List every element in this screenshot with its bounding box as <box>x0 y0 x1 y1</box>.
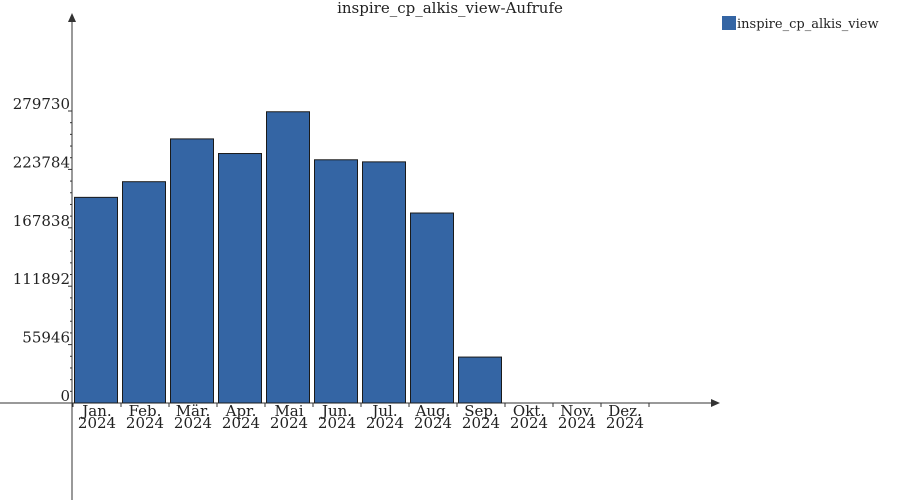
y-tick-label: 167838 <box>13 212 70 230</box>
y-tick-label: 111892 <box>13 270 70 288</box>
x-tick-label-year: 2024 <box>126 414 164 432</box>
bar-aug <box>410 212 454 404</box>
x-tick-label-year: 2024 <box>414 414 452 432</box>
y-ticks: 0 55946 111892 167838 223784 279730 <box>13 95 72 405</box>
x-tick-label-year: 2024 <box>510 414 548 432</box>
bar-jan <box>74 196 118 404</box>
x-tick-label-month: Jan. <box>80 402 111 420</box>
legend-swatch <box>722 16 736 30</box>
y-tick-label: 223784 <box>13 153 70 171</box>
bar-apr <box>218 153 262 404</box>
x-tick-label-month: Jul. <box>370 402 397 420</box>
x-axis-arrow <box>711 399 720 407</box>
chart-title: inspire_cp_alkis_view-Aufrufe <box>337 0 563 17</box>
x-tick-label-month: Dez. <box>608 402 642 420</box>
x-tick-label-year: 2024 <box>366 414 404 432</box>
bar-jun <box>314 159 358 404</box>
y-tick-label: 279730 <box>13 95 70 113</box>
x-tick-label-month: Mär. <box>176 402 211 420</box>
x-tick-label-month: Apr. <box>225 402 257 420</box>
x-tick-label-month: Feb. <box>129 402 162 420</box>
legend: inspire_cp_alkis_view <box>722 16 879 32</box>
bars <box>74 111 502 404</box>
bar-feb <box>122 181 166 404</box>
bar-sep <box>458 356 502 404</box>
x-tick-label-year: 2024 <box>606 414 644 432</box>
x-tick-label-year: 2024 <box>174 414 212 432</box>
y-minor-ticks <box>70 122 72 392</box>
x-tick-label-year: 2024 <box>462 414 500 432</box>
bar-jul <box>362 161 406 404</box>
y-tick-label: 55946 <box>22 329 70 347</box>
x-tick-label-year: 2024 <box>270 414 308 432</box>
x-tick-label-year: 2024 <box>78 414 116 432</box>
x-tick-label-month: Mai <box>274 402 303 420</box>
x-tick-label-month: Okt. <box>513 402 545 420</box>
x-tick-label-month: Aug. <box>415 402 451 420</box>
x-tick-label-year: 2024 <box>318 414 356 432</box>
y-axis-arrow <box>68 13 76 22</box>
legend-label: inspire_cp_alkis_view <box>737 17 879 32</box>
x-tick-label-year: 2024 <box>222 414 260 432</box>
x-tick-label-month: Nov. <box>560 402 594 420</box>
x-tick-label-month: Sep. <box>464 402 498 420</box>
bar-mai <box>266 111 310 404</box>
x-tick-label-year: 2024 <box>558 414 596 432</box>
x-ticks: Jan.2024Feb.2024Mär.2024Apr.2024Mai2024J… <box>72 402 650 432</box>
bar-mär <box>170 138 214 404</box>
y-tick-label: 0 <box>60 387 70 405</box>
x-tick-label-month: Jun. <box>320 402 352 420</box>
